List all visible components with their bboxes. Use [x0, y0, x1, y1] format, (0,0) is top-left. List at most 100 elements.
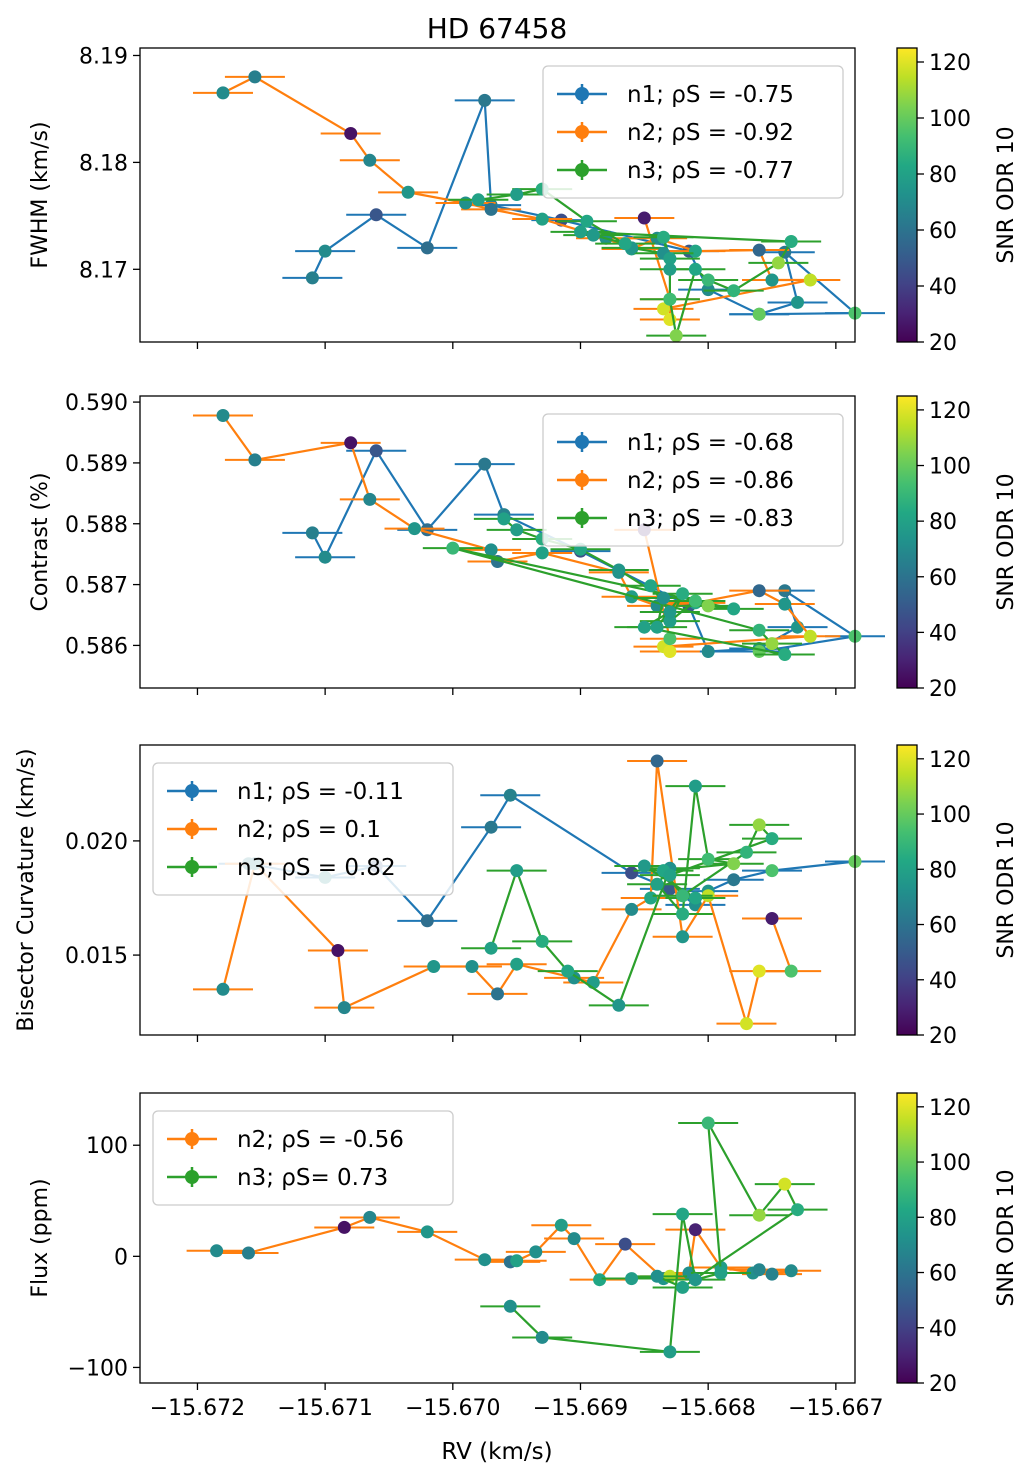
legend: n1; ρS = -0.68 n2; ρS = -0.86 n3; ρS = -0.… — [542, 413, 844, 547]
y-tick-label: 0.590 — [65, 391, 128, 416]
colorbar-tick-label: 100 — [929, 803, 971, 828]
data-point-n2 — [331, 944, 345, 957]
data-point-n2 — [248, 453, 262, 467]
legend-marker-n2 — [185, 1132, 199, 1146]
colorbar-tick-label: 40 — [929, 1317, 957, 1342]
data-point-n2 — [644, 891, 658, 905]
legend-label-n2: n2; ρS = 0.1 — [237, 817, 381, 843]
data-point-n3 — [663, 262, 677, 276]
data-point-n2 — [765, 273, 779, 287]
legend-marker-n3 — [575, 511, 589, 525]
data-point-n2 — [210, 1244, 224, 1258]
y-tick-label: −100 — [68, 1356, 128, 1381]
data-point-n1 — [765, 864, 779, 878]
data-point-n2 — [765, 1267, 779, 1281]
data-point-n2 — [567, 1232, 581, 1246]
legend-label-n2: n2; ρS = -0.92 — [627, 120, 794, 146]
data-point-n3 — [701, 1116, 715, 1130]
data-point-n2 — [657, 302, 670, 316]
data-point-n1 — [318, 244, 332, 258]
colorbar-tick-label: 120 — [929, 748, 971, 773]
data-point-n3 — [503, 1299, 517, 1313]
colorbar: 20 40 60 80 100 120 SNR ODR 10 — [896, 47, 1019, 356]
legend: n1; ρS = -0.11 n2; ρS = 0.1 n3; ρS = 0.82 — [152, 762, 454, 896]
data-point-n2 — [784, 1264, 798, 1278]
colorbar-tick-label: 120 — [929, 1096, 971, 1121]
data-point-n2 — [248, 70, 262, 84]
y-tick-label: 8.17 — [79, 258, 128, 283]
data-point-n3 — [625, 1272, 639, 1286]
data-point-n3 — [650, 1269, 664, 1283]
data-point-n3 — [657, 230, 670, 244]
data-point-n3 — [510, 523, 524, 537]
data-point-n3 — [676, 1207, 690, 1221]
data-point-n2 — [337, 1001, 351, 1015]
data-point-n2 — [344, 127, 358, 140]
data-point-n3 — [586, 228, 600, 242]
x-tick-label: −15.672 — [150, 1396, 245, 1421]
data-point-n2 — [465, 960, 479, 973]
data-point-n2 — [363, 1210, 377, 1224]
data-point-n2 — [427, 960, 441, 973]
data-point-n3 — [497, 512, 511, 526]
colorbar-tick-label: 80 — [929, 858, 957, 883]
x-tick-label: −15.670 — [405, 1396, 500, 1421]
legend: n1; ρS = -0.75 n2; ρS = -0.92 n3; ρS = -0.… — [542, 65, 844, 199]
data-point-n3 — [484, 941, 498, 955]
y-axis-label: Bisector Curvature (km/s) — [14, 748, 39, 1031]
colorbar-tick-label: 60 — [929, 219, 957, 244]
legend-label-n2: n2; ρS = -0.56 — [237, 1127, 404, 1153]
data-point-n3 — [676, 1280, 690, 1294]
data-point-n1 — [663, 882, 677, 896]
y-tick-label: 8.19 — [79, 44, 128, 69]
colorbar-tick-label: 40 — [929, 275, 957, 300]
data-point-n1 — [752, 307, 766, 321]
colorbar: 20 40 60 80 100 120 SNR ODR 10 — [896, 395, 1019, 702]
data-point-n2 — [401, 185, 415, 199]
data-point-n2 — [408, 522, 421, 536]
data-point-n3 — [637, 859, 651, 873]
legend-box — [152, 1110, 454, 1206]
x-tick-label: −15.669 — [533, 1396, 628, 1421]
colorbar-tick-label: 40 — [929, 621, 957, 646]
series-line-n1 — [311, 100, 858, 316]
data-point-n2 — [752, 243, 766, 257]
data-point-n3 — [676, 907, 690, 921]
legend-marker-n1 — [575, 87, 589, 101]
data-point-n1 — [484, 820, 498, 834]
data-point-n2 — [625, 902, 639, 916]
data-point-n2 — [688, 244, 702, 258]
data-point-n3 — [663, 292, 677, 306]
colorbar-gradient — [896, 47, 918, 343]
colorbar-label: SNR ODR 10 — [994, 473, 1019, 610]
panel-flux: −15.672 −15.671 −15.670 −15.669 −15.668 −15.6… — [28, 1092, 1019, 1421]
data-point-n1 — [305, 526, 319, 540]
data-point-n3 — [778, 648, 792, 661]
data-point-n3 — [752, 818, 766, 832]
data-point-n3 — [688, 891, 702, 905]
data-point-n3 — [688, 779, 702, 793]
data-point-n3 — [701, 599, 715, 613]
data-point-n2 — [663, 632, 677, 646]
colorbar-tick-label: 60 — [929, 566, 957, 591]
legend-marker-n3 — [575, 163, 589, 177]
y-tick-label: 0 — [114, 1245, 128, 1270]
data-point-n2 — [752, 584, 766, 598]
data-point-n3 — [637, 620, 651, 634]
data-point-n2 — [676, 930, 690, 944]
data-point-n3 — [688, 1273, 702, 1287]
data-point-n2 — [535, 212, 549, 226]
data-point-n3 — [580, 214, 594, 228]
data-point-n3 — [535, 1330, 549, 1344]
data-point-n2 — [529, 1245, 543, 1259]
y-tick-label: 100 — [86, 1134, 128, 1159]
y-tick-label: 0.015 — [65, 944, 128, 969]
data-point-n3 — [727, 857, 741, 871]
data-point-n3 — [663, 1345, 677, 1359]
y-axis-label: FWHM (km/s) — [28, 121, 53, 268]
colorbar-gradient — [896, 744, 918, 1036]
plot-frame — [139, 1092, 856, 1384]
panel-fwhm: 8.17 8.18 8.19 FWHM (km/s) n1; ρS = -0.75 n2;… — [28, 44, 1019, 356]
data-point-n3 — [752, 623, 766, 637]
data-point-n3 — [650, 620, 664, 634]
